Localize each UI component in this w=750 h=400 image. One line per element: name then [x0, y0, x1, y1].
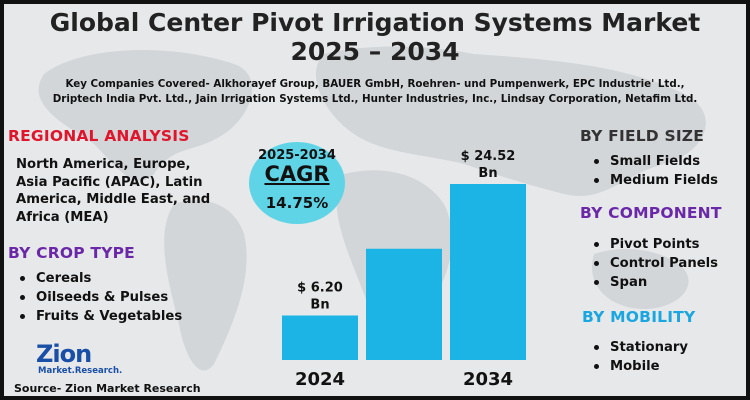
bullet-icon	[20, 276, 25, 281]
cagr-range: 2025-2034	[258, 148, 336, 163]
field-size-list: Small Fields Medium Fields	[594, 152, 718, 190]
bar-mid	[366, 248, 442, 360]
bullet-icon	[594, 159, 599, 164]
bullet-icon	[594, 178, 599, 183]
data-label-2034: Bn	[478, 166, 497, 181]
regional-line-3: America, Middle East, and	[16, 192, 211, 207]
cagr-circle	[249, 142, 345, 224]
list-item: Medium Fields	[594, 171, 718, 190]
component-list: Pivot Points Control Panels Span	[594, 235, 718, 292]
data-label-2024: Bn	[310, 297, 329, 312]
list-item: Control Panels	[594, 254, 718, 273]
list-item: Fruits & Vegetables	[20, 307, 182, 326]
bullet-icon	[594, 345, 599, 350]
title-line-1: Global Center Pivot Irrigation Systems M…	[49, 8, 701, 37]
field-size-heading: BY FIELD SIZE	[580, 127, 705, 145]
market-bar-chart: $ 6.20 Bn 2024 $ 24.52 Bn 2034	[282, 149, 526, 390]
bullet-icon	[20, 314, 25, 319]
list-item: Cereals	[20, 269, 182, 288]
bullet-icon	[594, 261, 599, 266]
list-item: Oilseeds & Pulses	[20, 288, 182, 307]
list-item: Span	[594, 273, 718, 292]
bullet-icon	[594, 280, 599, 285]
regional-analysis-heading: REGIONAL ANALYSIS	[8, 127, 190, 145]
regional-line-1: North America, Europe,	[16, 157, 191, 172]
x-tick-label-2034: 2034	[463, 369, 513, 390]
bullet-icon	[594, 364, 599, 369]
zion-logo-subtitle: Market.Research.	[38, 366, 123, 376]
cagr-label: CAGR	[264, 162, 330, 186]
data-label-2024: $ 6.20	[297, 280, 343, 295]
crop-type-heading: BY CROP TYPE	[8, 244, 135, 262]
cagr-value: 14.75%	[265, 194, 329, 212]
bullet-icon	[20, 295, 25, 300]
companies-line-2: Driptech India Pvt. Ltd., Jain Irrigatio…	[52, 93, 698, 105]
regional-line-4: Africa (MEA)	[16, 209, 109, 225]
crop-type-list: Cereals Oilseeds & Pulses Fruits & Veget…	[20, 269, 182, 326]
regional-analysis-text: North America, Europe, Asia Pacific (APA…	[16, 156, 210, 226]
zion-logo: Zion	[36, 340, 92, 368]
mobility-heading: BY MOBILITY	[582, 308, 696, 326]
companies-line-1: Key Companies Covered- Alkhorayef Group,…	[65, 78, 685, 90]
list-item: Pivot Points	[594, 235, 718, 254]
x-tick-label-2024: 2024	[295, 369, 345, 390]
list-item: Stationary	[594, 338, 688, 357]
list-item: Small Fields	[594, 152, 718, 171]
source-text: Source- Zion Market Research	[14, 382, 201, 395]
mobility-list: Stationary Mobile	[594, 338, 688, 376]
list-item: Mobile	[594, 357, 688, 376]
companies-covered: Key Companies Covered- Alkhorayef Group,…	[24, 77, 726, 107]
bar-2024	[282, 315, 358, 360]
bar-2034	[450, 184, 526, 360]
regional-line-2: Asia Pacific (APAC), Latin	[16, 174, 203, 190]
bullet-icon	[594, 242, 599, 247]
component-heading: BY COMPONENT	[580, 204, 722, 222]
title-line-2: 2025 – 2034	[290, 37, 460, 66]
data-label-2034: $ 24.52	[461, 149, 516, 164]
